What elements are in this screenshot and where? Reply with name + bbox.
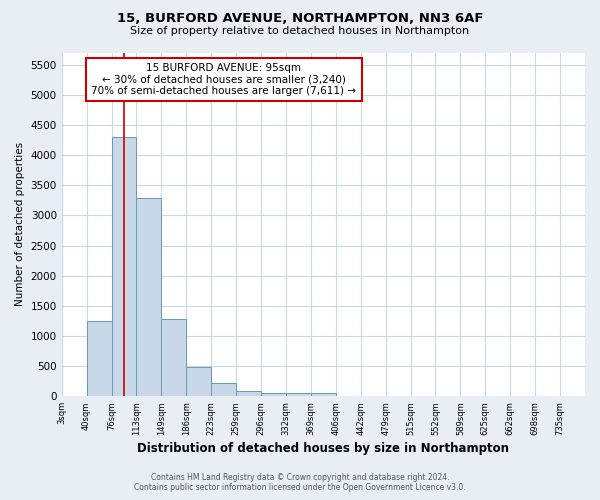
Text: 15 BURFORD AVENUE: 95sqm
← 30% of detached houses are smaller (3,240)
70% of sem: 15 BURFORD AVENUE: 95sqm ← 30% of detach… [91,63,356,96]
X-axis label: Distribution of detached houses by size in Northampton: Distribution of detached houses by size … [137,442,509,455]
Bar [311,394,336,396]
Bar [236,391,261,396]
Bar [186,367,211,396]
Text: 15, BURFORD AVENUE, NORTHAMPTON, NN3 6AF: 15, BURFORD AVENUE, NORTHAMPTON, NN3 6AF [117,12,483,26]
Bar [112,137,136,396]
Text: Contains HM Land Registry data © Crown copyright and database right 2024.
Contai: Contains HM Land Registry data © Crown c… [134,473,466,492]
Bar [161,319,186,396]
Bar [286,394,311,396]
Bar [136,198,161,396]
Bar [261,392,286,396]
Bar [211,383,236,396]
Text: Size of property relative to detached houses in Northampton: Size of property relative to detached ho… [130,26,470,36]
Y-axis label: Number of detached properties: Number of detached properties [15,142,25,306]
Bar [86,321,112,396]
